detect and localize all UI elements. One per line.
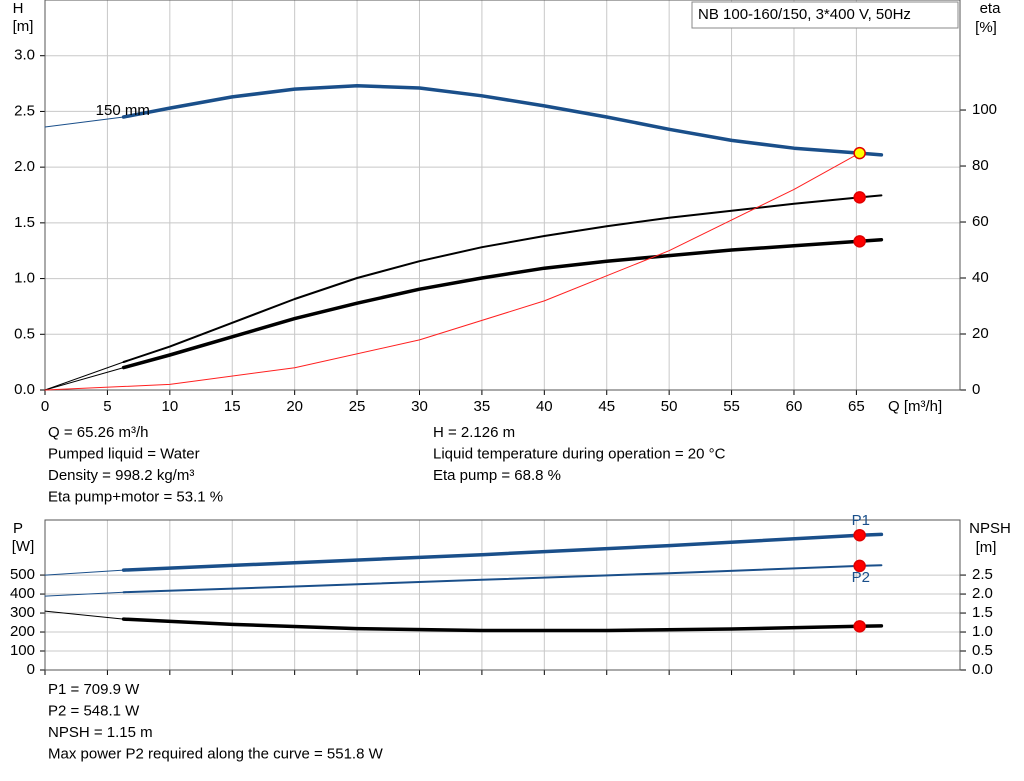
- y2-axis-label: eta: [980, 0, 1002, 17]
- y-tick-label: 100: [10, 642, 35, 659]
- y2-axis-unit: [m]: [976, 539, 997, 556]
- info-text: H = 2.126 m: [433, 424, 515, 441]
- y2-axis-label: NPSH: [969, 520, 1011, 537]
- curve-label: 150 mm: [96, 102, 150, 119]
- curve: [122, 194, 883, 363]
- operating-point: [853, 528, 866, 542]
- y2-tick-label: 2.0: [972, 585, 993, 602]
- x-tick-label: 55: [723, 398, 740, 415]
- x-tick-label: 60: [786, 398, 803, 415]
- plot-frame: [44, 0, 961, 391]
- x-tick-label: 20: [286, 398, 303, 415]
- operating-point: [853, 620, 866, 633]
- y-tick-label: 200: [10, 623, 35, 640]
- y-tick-label: 300: [10, 604, 35, 621]
- y-tick-label: 0: [27, 661, 35, 678]
- y2-tick-label: 1.5: [972, 604, 993, 621]
- y2-tick-label: 0: [972, 381, 980, 398]
- info-text: Liquid temperature during operation = 20…: [433, 445, 726, 462]
- y2-tick-label: 0.5: [972, 642, 993, 659]
- info-text: Density = 998.2 kg/m³: [48, 467, 194, 484]
- curve: [121, 237, 884, 370]
- x-tick-label: 0: [41, 398, 49, 415]
- x-tick-label: 40: [536, 398, 553, 415]
- y2-tick-label: 20: [972, 325, 989, 342]
- y-axis-label: P: [13, 520, 23, 537]
- y2-tick-label: 2.5: [972, 566, 993, 583]
- y-tick-label: 400: [10, 585, 35, 602]
- y2-tick-label: 60: [972, 213, 989, 230]
- plot-frame: [44, 519, 961, 671]
- y2-tick-label: 100: [972, 101, 997, 118]
- y2-tick-label: 80: [972, 157, 989, 174]
- y2-tick-label: 40: [972, 269, 989, 286]
- y-tick-label: 0.5: [14, 325, 35, 342]
- y-axis-unit: [W]: [12, 538, 35, 555]
- x-tick-label: 10: [161, 398, 178, 415]
- curve: [44, 152, 861, 391]
- operating-point: [853, 559, 866, 573]
- info-text: Max power P2 required along the curve = …: [48, 745, 384, 762]
- y-axis-unit: [m]: [13, 18, 34, 35]
- x-axis-label: Q [m³/h]: [888, 398, 942, 415]
- x-tick-label: 65: [848, 398, 865, 415]
- x-tick-label: 5: [103, 398, 111, 415]
- y-tick-label: 0.0: [14, 381, 35, 398]
- curve-label: P2: [852, 569, 870, 586]
- x-tick-label: 30: [411, 398, 428, 415]
- y-tick-label: 1.0: [14, 270, 35, 287]
- operating-point: [853, 235, 866, 248]
- operating-point: [853, 191, 866, 204]
- x-tick-label: 15: [224, 398, 241, 415]
- curve: [121, 84, 884, 157]
- info-text: NPSH = 1.15 m: [48, 724, 153, 741]
- curve: [44, 361, 125, 391]
- chart-title: NB 100-160/150, 3*400 V, 50Hz: [698, 6, 911, 23]
- info-text: Eta pump = 68.8 %: [433, 467, 561, 484]
- curve-label: P1: [852, 512, 870, 529]
- x-tick-label: 25: [349, 398, 366, 415]
- y2-tick-label: 0.0: [972, 661, 993, 678]
- plot-area: [45, 0, 960, 390]
- x-tick-label: 35: [474, 398, 491, 415]
- info-text: P1 = 709.9 W: [48, 681, 140, 698]
- x-tick-label: 45: [598, 398, 615, 415]
- plot-area: [45, 520, 960, 670]
- y-tick-label: 1.5: [14, 214, 35, 231]
- curve: [44, 569, 125, 576]
- title-box: [691, 1, 959, 29]
- y-tick-label: 3.0: [14, 47, 35, 64]
- curve: [44, 610, 125, 620]
- x-tick-label: 50: [661, 398, 678, 415]
- curve: [44, 591, 125, 597]
- curve: [44, 367, 125, 391]
- info-text: Pumped liquid = Water: [48, 445, 200, 462]
- y2-axis-unit: [%]: [975, 19, 997, 36]
- info-text: P2 = 548.1 W: [48, 702, 140, 719]
- y-axis-label: H: [13, 0, 24, 17]
- y2-tick-label: 1.0: [972, 623, 993, 640]
- curve: [121, 617, 884, 633]
- info-text: Eta pump+motor = 53.1 %: [48, 488, 223, 505]
- y-tick-label: 2.5: [14, 102, 35, 119]
- curve: [44, 116, 125, 128]
- info-text: Q = 65.26 m³/h: [48, 424, 148, 441]
- operating-point: [853, 146, 866, 160]
- y-tick-label: 500: [10, 566, 35, 583]
- y-tick-label: 2.0: [14, 158, 35, 175]
